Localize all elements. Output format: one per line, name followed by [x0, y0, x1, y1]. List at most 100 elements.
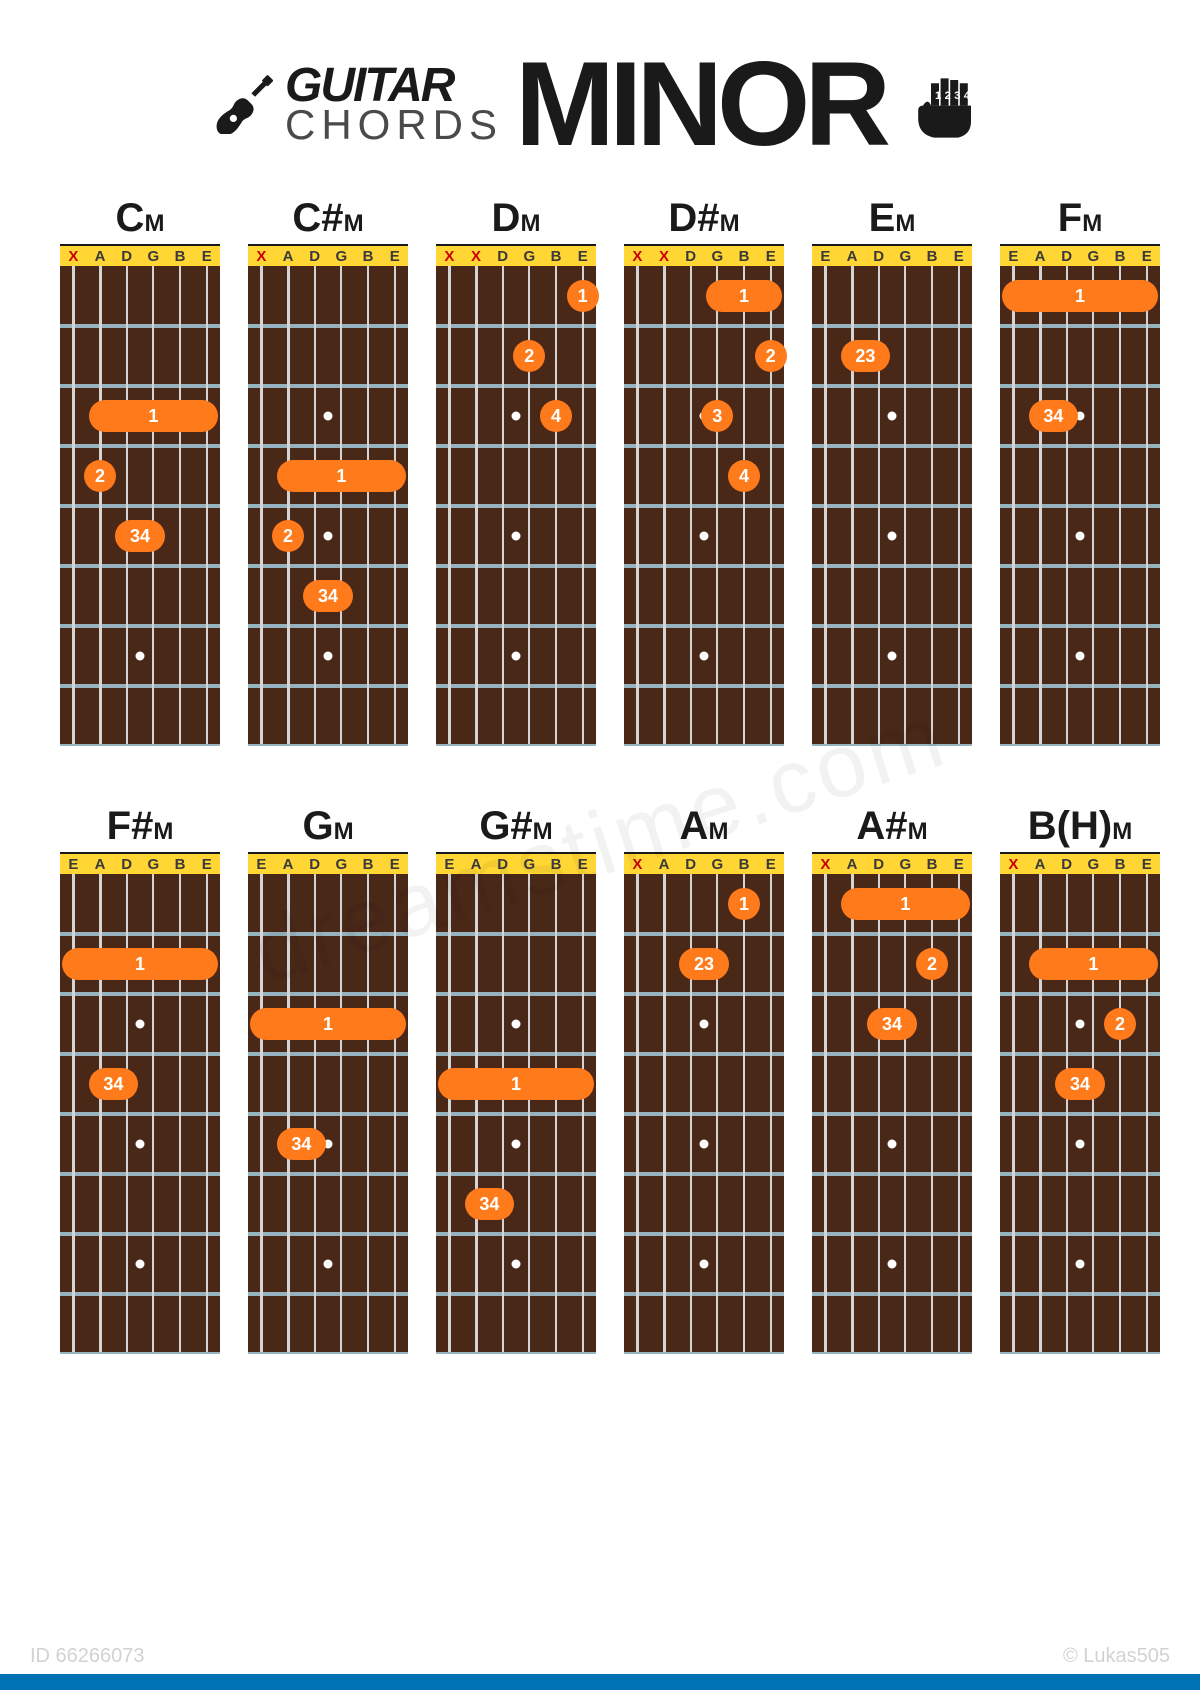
nut-row: EADGBE	[812, 244, 972, 266]
page-header: GUITAR CHORDS MINOR 1 2 3 4	[60, 50, 1140, 158]
open-string: E	[757, 854, 784, 874]
open-string: A	[1027, 854, 1054, 874]
watermark-id: ID 66266073	[30, 1645, 145, 1668]
chord-name: A#M	[812, 806, 972, 846]
finger-marker: 3	[701, 400, 733, 432]
open-string: G	[1080, 854, 1107, 874]
open-string: E	[381, 854, 408, 874]
chord-diagram: F#MEADGBE134	[60, 806, 220, 1354]
open-string: E	[1133, 246, 1160, 266]
muted-string: X	[60, 246, 87, 266]
finger-marker: 34	[867, 1008, 916, 1040]
finger-marker: 1	[841, 888, 970, 920]
chord-name: G#M	[436, 806, 596, 846]
chord-diagram: GMEADGBE134	[248, 806, 408, 1354]
finger-marker: 1	[62, 948, 218, 980]
chord-name: AM	[624, 806, 784, 846]
muted-string: X	[436, 246, 463, 266]
open-string: A	[87, 854, 114, 874]
open-string: A	[275, 246, 302, 266]
fretboard: 1 234	[812, 874, 972, 1354]
open-string: E	[436, 854, 463, 874]
finger-marker: 1	[250, 1008, 406, 1040]
finger-marker: 1	[567, 280, 599, 312]
chord-diagram: DMXXDGBE124	[436, 198, 596, 746]
nut-row: XXDGBE	[624, 244, 784, 266]
hand-icon: 1 2 3 4	[907, 64, 987, 144]
open-string: E	[757, 246, 784, 266]
muted-string: X	[624, 246, 651, 266]
finger-marker: 2	[755, 340, 787, 372]
title-line2: CHORDS	[285, 107, 503, 143]
open-string: B	[1107, 854, 1134, 874]
fretboard: 1234	[1000, 874, 1160, 1354]
nut-row: EADGBE	[1000, 244, 1160, 266]
open-string: B	[543, 246, 570, 266]
fretboard: 1234	[248, 266, 408, 746]
open-string: G	[516, 246, 543, 266]
fretboard: 1 34	[60, 874, 220, 1354]
nut-row: EADGBE	[248, 852, 408, 874]
chord-diagram: EMEADGBE23	[812, 198, 972, 746]
chord-diagram: G#M EADGBE 1 34	[436, 806, 596, 1354]
open-string: G	[704, 854, 731, 874]
finger-marker: 34	[1055, 1068, 1104, 1100]
nut-row: XADGBE	[624, 852, 784, 874]
open-string: D	[301, 854, 328, 874]
open-string: G	[892, 854, 919, 874]
watermark-author: © Lukas505	[1063, 1645, 1170, 1668]
muted-string: X	[624, 854, 651, 874]
muted-string: X	[248, 246, 275, 266]
nut-row: EADGBE	[436, 852, 596, 874]
open-string: G	[328, 854, 355, 874]
open-string: D	[489, 246, 516, 266]
chord-name: D#M	[624, 198, 784, 238]
open-string: D	[1053, 246, 1080, 266]
open-string: G	[892, 246, 919, 266]
open-string: E	[381, 246, 408, 266]
finger-marker: 2	[916, 948, 948, 980]
chord-name: B(H)M	[1000, 806, 1160, 846]
nut-row: XADGBE	[1000, 852, 1160, 874]
nut-row: XADGBE	[248, 244, 408, 266]
nut-row: XADGBE	[812, 852, 972, 874]
finger-marker: 34	[1029, 400, 1078, 432]
open-string: B	[1107, 246, 1134, 266]
nut-row: EADGBE	[60, 852, 220, 874]
muted-string: X	[463, 246, 490, 266]
open-string: A	[651, 854, 678, 874]
finger-marker: 1	[438, 1068, 594, 1100]
finger-marker: 1	[89, 400, 218, 432]
finger-marker: 34	[277, 1128, 326, 1160]
open-string: D	[1053, 854, 1080, 874]
muted-string: X	[812, 854, 839, 874]
open-string: G	[328, 246, 355, 266]
nut-row: XADGBE	[60, 244, 220, 266]
finger-marker: 1	[706, 280, 782, 312]
open-string: G	[516, 854, 543, 874]
open-string: D	[865, 854, 892, 874]
open-string: G	[1080, 246, 1107, 266]
finger-marker: 1	[728, 888, 760, 920]
chord-diagram: D#M XXDGBE 1 23 4	[624, 198, 784, 746]
finger-marker: 4	[540, 400, 572, 432]
open-string: D	[865, 246, 892, 266]
finger-marker: 34	[465, 1188, 514, 1220]
fretboard: 23	[812, 266, 972, 746]
finger-marker: 4	[728, 460, 760, 492]
svg-text:2: 2	[945, 90, 951, 102]
finger-marker: 34	[303, 580, 352, 612]
chord-name: CM	[60, 198, 220, 238]
svg-text:3: 3	[954, 90, 960, 102]
open-string: A	[839, 854, 866, 874]
finger-marker: 2	[272, 520, 304, 552]
open-string: A	[839, 246, 866, 266]
chord-diagram: C#MXADGBE1234	[248, 198, 408, 746]
open-string: A	[87, 246, 114, 266]
open-string: D	[113, 246, 140, 266]
fretboard: 1 34	[436, 874, 596, 1354]
chord-diagram: FMEADGBE134	[1000, 198, 1160, 746]
open-string: B	[355, 246, 382, 266]
finger-marker: 34	[89, 1068, 138, 1100]
open-string: E	[812, 246, 839, 266]
